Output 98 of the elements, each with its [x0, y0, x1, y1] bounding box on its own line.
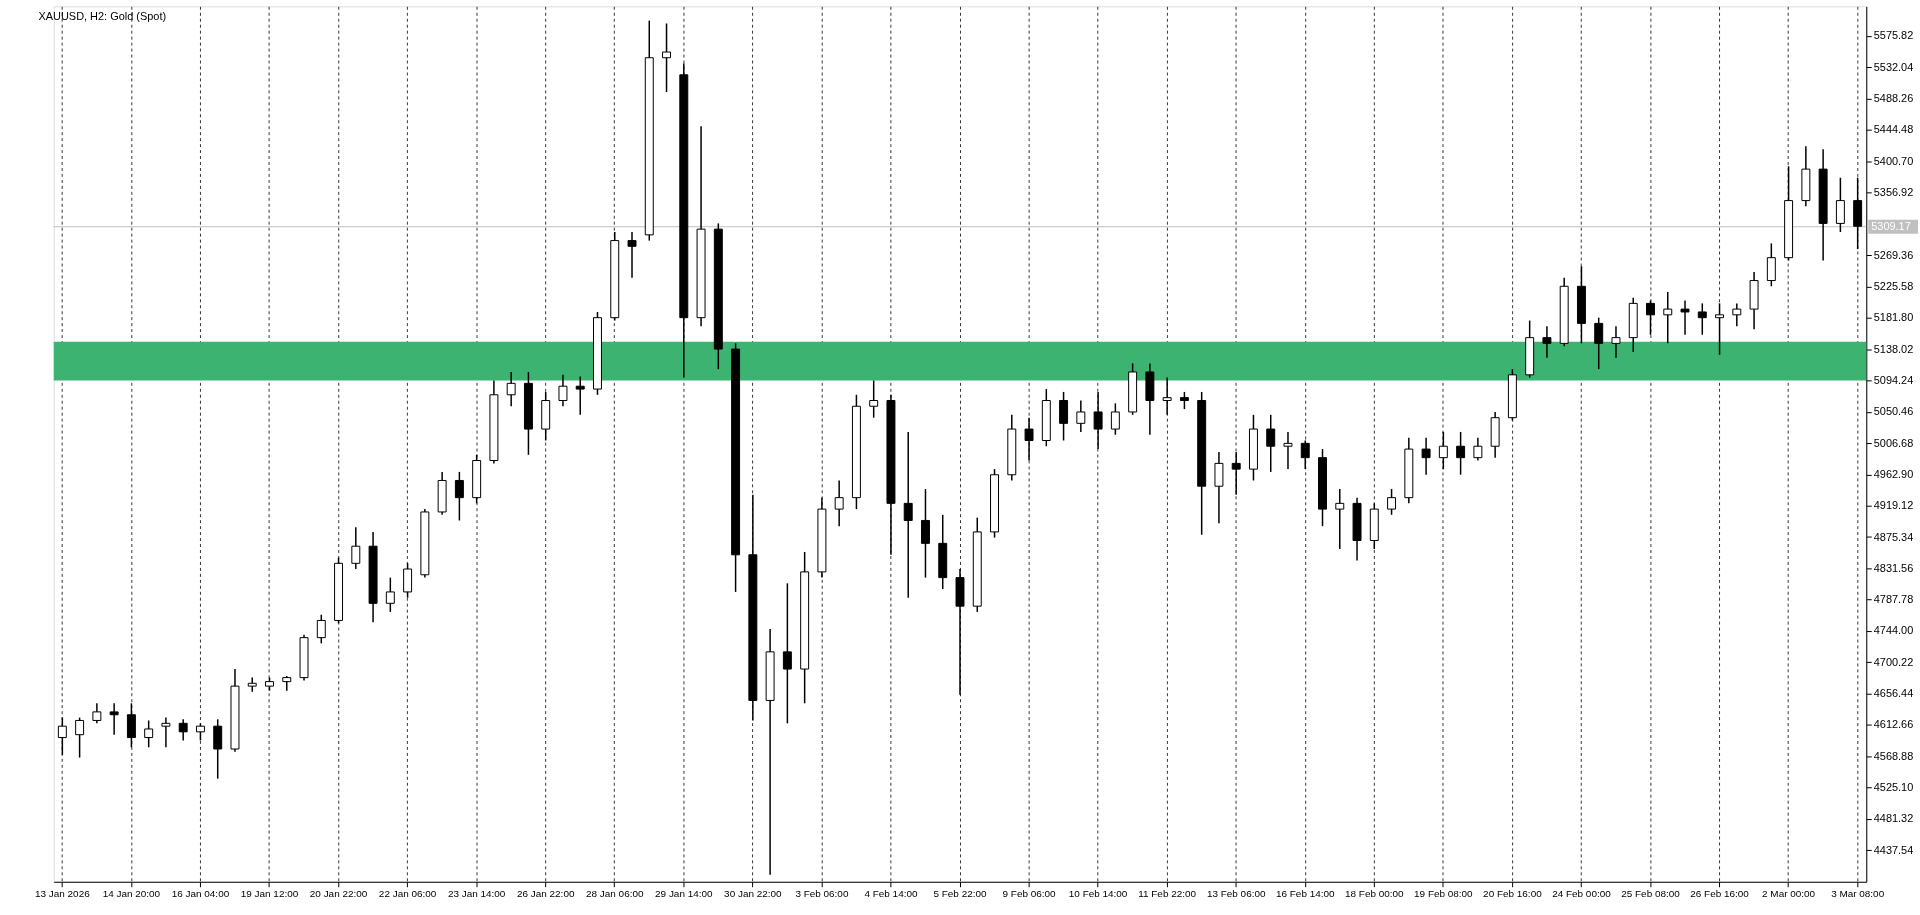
candlestick [1680, 299, 1690, 336]
y-tick-label: 4919.12 [1873, 499, 1914, 512]
y-tick-label: 4744.00 [1873, 624, 1914, 637]
x-tick-label: 18 Feb 00:00 [1345, 888, 1405, 900]
x-tick-label: 20 Jan 22:00 [309, 888, 368, 900]
candlestick [1387, 488, 1397, 516]
x-tick-label: 16 Feb 14:00 [1275, 888, 1335, 900]
x-tick-label: 11 Feb 22:00 [1138, 888, 1197, 900]
x-tick-label: 26 Jan 22:00 [516, 888, 575, 900]
x-tick-label: 28 Jan 06:00 [586, 888, 644, 900]
x-tick-label: 14 Jan 20:00 [102, 888, 161, 900]
candlestick [782, 582, 792, 725]
candlestick [351, 526, 361, 570]
y-tick-label: 4831.56 [1873, 561, 1914, 574]
candlestick [834, 479, 844, 527]
y-tick-label: 5269.36 [1873, 248, 1914, 261]
x-tick-label: 25 Feb 08:00 [1621, 888, 1681, 900]
x-tick-label: 23 Jan 14:00 [447, 888, 506, 900]
candlestick [92, 702, 102, 725]
y-tick-label: 4568.88 [1873, 749, 1914, 762]
candlestick [575, 375, 585, 416]
y-tick-label: 5225.58 [1873, 279, 1914, 292]
y-tick-label: 4612.66 [1873, 718, 1914, 731]
x-tick-label: 19 Jan 12:00 [240, 888, 299, 900]
x-tick-label: 30 Jan 22:00 [724, 888, 783, 900]
y-tick-label: 4962.90 [1873, 467, 1914, 480]
candlestick [1076, 399, 1086, 433]
x-tick-label: 10 Feb 14:00 [1068, 888, 1128, 900]
candlestick [1663, 291, 1673, 345]
candlestick [161, 716, 171, 749]
y-tick-label: 5400.70 [1873, 154, 1914, 167]
candlestick [1110, 402, 1120, 436]
candlestick [1421, 436, 1431, 476]
x-tick-label: 9 Feb 06:00 [1002, 888, 1057, 900]
candlestick [1059, 391, 1069, 442]
candlestick [1766, 242, 1776, 288]
x-tick-label: 13 Feb 06:00 [1206, 888, 1266, 900]
y-tick-label: 4525.10 [1873, 781, 1914, 794]
y-tick-label: 5050.46 [1873, 405, 1914, 418]
candlestick [869, 379, 879, 419]
x-tick-label: 16 Jan 04:00 [171, 888, 230, 900]
x-tick-label: 4 Feb 14:00 [864, 888, 918, 900]
candlestick [903, 431, 913, 599]
candlestick [178, 718, 188, 742]
y-tick-label: 5006.68 [1873, 436, 1914, 449]
candlestick [1214, 451, 1224, 525]
candlestick [109, 702, 119, 736]
y-tick-label: 5575.82 [1873, 29, 1914, 42]
x-tick-label: 24 Feb 00:00 [1552, 888, 1612, 900]
candlestick [385, 576, 395, 613]
x-tick-label: 2 Mar 00:00 [1762, 888, 1816, 900]
y-tick-label: 5444.48 [1873, 123, 1914, 136]
y-tick-label: 5356.92 [1873, 186, 1914, 199]
x-tick-label: 3 Mar 08:00 [1831, 888, 1885, 900]
ref-line-label: 5309.17 [1871, 219, 1911, 232]
candlestick [506, 371, 516, 407]
y-tick-label: 4481.32 [1873, 812, 1914, 825]
candlestick [1594, 316, 1604, 370]
y-tick-label: 4656.44 [1873, 687, 1914, 700]
candlestick [1473, 436, 1483, 462]
candlestick [454, 471, 464, 522]
candlestick [1835, 176, 1845, 233]
x-tick-label: 29 Jan 14:00 [655, 888, 714, 900]
candlestick [1456, 431, 1466, 476]
y-tick-label: 5094.24 [1873, 373, 1914, 386]
candlestick [316, 613, 326, 645]
y-tick-label: 4437.54 [1873, 843, 1914, 856]
candlestick [1542, 325, 1552, 359]
x-tick-label: 20 Feb 16:00 [1483, 888, 1543, 900]
x-tick-label: 13 Jan 2026 [34, 888, 91, 900]
candlestick [1283, 431, 1293, 470]
y-tick-label: 5488.26 [1873, 92, 1914, 105]
x-tick-label: 22 Jan 06:00 [378, 888, 437, 900]
candlestick [1732, 302, 1742, 328]
candlestick [1266, 414, 1276, 473]
candlestick [144, 719, 154, 749]
candlestick [921, 488, 930, 579]
chart-title: XAUUSD, H2: Gold (Spot) [38, 10, 167, 23]
candlestick [75, 716, 85, 759]
x-tick-label: 3 Feb 06:00 [795, 888, 849, 900]
y-tick-label: 5532.04 [1873, 60, 1914, 73]
candlestick [1335, 488, 1345, 550]
candlestick [627, 231, 637, 279]
candlestick [282, 675, 292, 692]
candlestick [1697, 302, 1707, 336]
y-tick-label: 4787.78 [1873, 593, 1914, 606]
y-tick-label: 5138.02 [1873, 342, 1914, 355]
x-tick-label: 19 Feb 08:00 [1414, 888, 1474, 900]
x-tick-label: 26 Feb 16:00 [1690, 888, 1750, 900]
y-tick-label: 5181.80 [1873, 311, 1914, 324]
y-tick-label: 4700.22 [1873, 655, 1914, 668]
candlestick [1611, 325, 1621, 359]
candlestick [558, 374, 568, 407]
y-tick-label: 4875.34 [1873, 530, 1914, 543]
candlestick [213, 718, 223, 780]
candlestick [662, 22, 672, 93]
candlestick [247, 676, 257, 693]
x-tick-label: 5 Feb 22:00 [933, 888, 987, 900]
